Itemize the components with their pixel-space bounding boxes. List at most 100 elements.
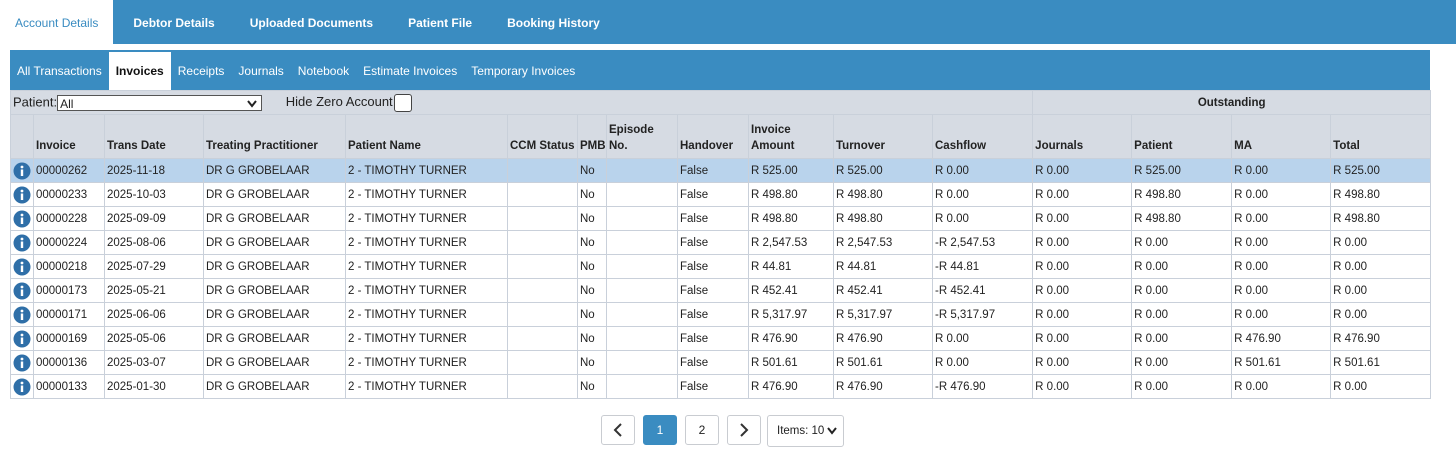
cell: R 0.00 — [1032, 350, 1133, 375]
cell: DR G GROBELAAR — [203, 206, 346, 231]
top-tab[interactable]: Booking History — [507, 16, 600, 30]
cell: 00000262 — [33, 158, 105, 183]
cell: 2025-07-29 — [104, 254, 204, 279]
items-select[interactable]: Items: 10 — [767, 415, 844, 447]
cell — [507, 182, 578, 207]
sub-tab[interactable]: Estimate Invoices — [363, 64, 458, 78]
info-cell — [10, 158, 34, 183]
cell: No — [577, 278, 607, 303]
column-header: Cashflow — [931, 114, 1034, 159]
cell: False — [677, 326, 749, 351]
top-tab[interactable]: Debtor Details — [133, 16, 215, 30]
cell: 00000171 — [33, 302, 105, 327]
info-icon[interactable] — [13, 234, 31, 252]
items-label: Items: 10 — [777, 425, 825, 437]
cell: -R 2,547.53 — [931, 230, 1034, 255]
page-button[interactable]: 1 — [643, 415, 677, 445]
table-row[interactable]: 00000133 2025-01-30 DR G GROBELAAR 2 - TIMO… — [10, 374, 1432, 399]
cell: R 476.90 — [748, 374, 834, 399]
sub-tab[interactable]: Notebook — [297, 64, 350, 78]
cell: R 525.00 — [1131, 158, 1233, 183]
cell: R 0.00 — [1330, 278, 1432, 303]
table-row[interactable]: 00000233 2025-10-03 DR G GROBELAAR 2 - TIMO… — [10, 182, 1432, 207]
sub-tab[interactable]: Invoices — [108, 52, 171, 90]
top-tab[interactable]: Account Details — [0, 0, 114, 44]
cell: R 0.00 — [931, 326, 1034, 351]
cell: R 0.00 — [1231, 278, 1332, 303]
table-row[interactable]: 00000171 2025-06-06 DR G GROBELAAR 2 - TIMO… — [10, 302, 1432, 327]
top-tab[interactable]: Uploaded Documents — [249, 16, 374, 30]
column-header: Turnover — [833, 114, 933, 159]
cell: 00000173 — [33, 278, 105, 303]
info-icon[interactable] — [13, 162, 31, 180]
table-row[interactable]: 00000169 2025-05-06 DR G GROBELAAR 2 - TIMO… — [10, 326, 1432, 351]
info-icon[interactable] — [13, 282, 31, 300]
table-row[interactable]: 00000173 2025-05-21 DR G GROBELAAR 2 - TIMO… — [10, 278, 1432, 303]
table-row[interactable]: 00000262 2025-11-18 DR G GROBELAAR 2 - TIMO… — [10, 158, 1432, 183]
cell — [507, 158, 578, 183]
cell: 2 - TIMOTHY TURNER — [345, 302, 508, 327]
column-header: Journals — [1032, 114, 1133, 159]
cell: -R 5,317.97 — [931, 302, 1034, 327]
cell: R 501.61 — [1231, 350, 1332, 375]
cell: R 44.81 — [833, 254, 933, 279]
page-button[interactable]: 2 — [685, 415, 719, 445]
info-icon[interactable] — [13, 258, 31, 276]
cell — [507, 350, 578, 375]
info-icon[interactable] — [13, 306, 31, 324]
cell: R 0.00 — [1032, 206, 1133, 231]
info-icon[interactable] — [13, 378, 31, 396]
sub-tab[interactable]: All Transactions — [17, 64, 102, 78]
prev-button[interactable] — [601, 415, 635, 445]
cell — [606, 350, 678, 375]
cell: False — [677, 254, 749, 279]
cell: 00000224 — [33, 230, 105, 255]
cell: DR G GROBELAAR — [203, 302, 346, 327]
cell — [507, 374, 578, 399]
table-row[interactable]: 00000136 2025-03-07 DR G GROBELAAR 2 - TIMO… — [10, 350, 1432, 375]
cell — [606, 230, 678, 255]
cell: 2025-11-18 — [104, 158, 204, 183]
info-icon[interactable] — [13, 210, 31, 228]
cell: R 2,547.53 — [748, 230, 834, 255]
cell: False — [677, 350, 749, 375]
cell: R 0.00 — [1330, 230, 1432, 255]
info-cell — [10, 182, 34, 207]
sub-tab[interactable]: Temporary Invoices — [471, 64, 576, 78]
info-icon[interactable] — [13, 330, 31, 348]
column-header: Patient Name — [345, 114, 508, 159]
cell: R 498.80 — [1330, 206, 1432, 231]
cell: R 452.41 — [833, 278, 933, 303]
column-header: Treating Practitioner — [203, 114, 346, 159]
dropdown-arrow — [247, 99, 257, 108]
cell — [606, 302, 678, 327]
cell: False — [677, 278, 749, 303]
cell: False — [677, 374, 749, 399]
cell: -R 476.90 — [931, 374, 1034, 399]
group-header: Outstanding — [1032, 90, 1432, 115]
cell: R 476.90 — [833, 326, 933, 351]
next-button[interactable] — [727, 415, 761, 445]
hide-zero-label: Hide Zero Account — [285, 93, 393, 109]
patient-select[interactable]: All — [57, 94, 263, 111]
cell: 2 - TIMOTHY TURNER — [345, 254, 508, 279]
table-row[interactable]: 00000218 2025-07-29 DR G GROBELAAR 2 - TIMO… — [10, 254, 1432, 279]
cell: R 0.00 — [931, 350, 1034, 375]
top-tab[interactable]: Patient File — [408, 16, 473, 30]
table-row[interactable]: 00000228 2025-09-09 DR G GROBELAAR 2 - TIMO… — [10, 206, 1432, 231]
column-header: Invoice Amount — [748, 114, 834, 159]
cell — [606, 158, 678, 183]
info-icon[interactable] — [13, 186, 31, 204]
cell: No — [577, 374, 607, 399]
sub-tab[interactable]: Receipts — [177, 64, 225, 78]
column-header: Total — [1330, 114, 1432, 159]
info-icon[interactable] — [13, 354, 31, 372]
cell: 00000169 — [33, 326, 105, 351]
cell: R 476.90 — [748, 326, 834, 351]
cell: No — [577, 302, 607, 327]
hide-zero-checkbox[interactable] — [393, 93, 412, 112]
cell: 00000228 — [33, 206, 105, 231]
cell: R 5,317.97 — [748, 302, 834, 327]
table-row[interactable]: 00000224 2025-08-06 DR G GROBELAAR 2 - TIMO… — [10, 230, 1432, 255]
sub-tab[interactable]: Journals — [238, 64, 284, 78]
